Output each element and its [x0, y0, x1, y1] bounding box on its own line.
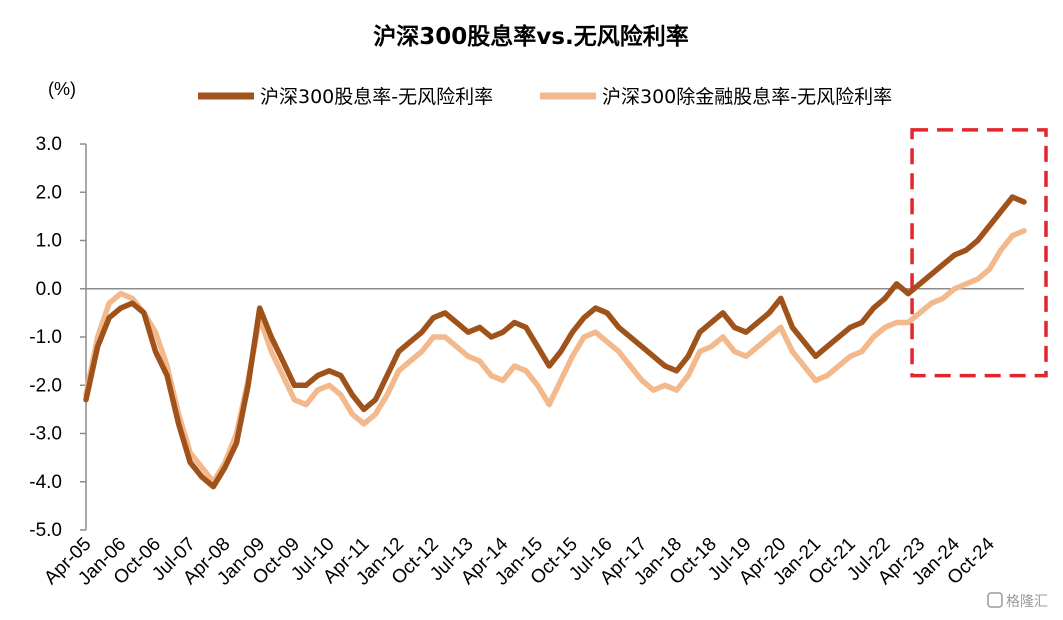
watermark: 格隆汇 [987, 592, 1048, 610]
y-tick-label: -4.0 [29, 472, 62, 493]
y-tick-label: 2.0 [36, 182, 62, 203]
x-axis: Apr-05Jan-06Oct-06Jul-07Apr-08Jan-09Oct-… [40, 533, 999, 589]
watermark-logo-icon [987, 592, 1003, 608]
series-layer [83, 194, 1027, 490]
y-tick-label: -2.0 [29, 375, 62, 396]
y-tick-label: 0.0 [36, 279, 62, 300]
y-tick-label: -5.0 [29, 520, 62, 541]
watermark-text: 格隆汇 [1006, 594, 1048, 610]
chart-title: 沪深300股息率vs.无风险利率 [373, 23, 688, 50]
legend: 沪深300股息率-无风险利率 沪深300除金融股息率-无风险利率 [198, 86, 892, 108]
y-tick-label: -3.0 [29, 424, 62, 445]
legend-label-series-1: 沪深300股息率-无风险利率 [260, 86, 493, 108]
legend-label-series-2: 沪深300除金融股息率-无风险利率 [602, 86, 892, 108]
y-unit-label: (%) [48, 79, 76, 99]
y-tick-label: -1.0 [29, 327, 62, 348]
series-line-1 [83, 194, 1027, 490]
y-tick-label: 3.0 [36, 134, 62, 155]
y-axis: 3.0 2.0 1.0 0.0 -1.0 -2.0 -3.0 -4.0 -5.0 [29, 134, 86, 541]
y-tick-label: 1.0 [36, 231, 62, 252]
highlight-box [910, 128, 1048, 378]
